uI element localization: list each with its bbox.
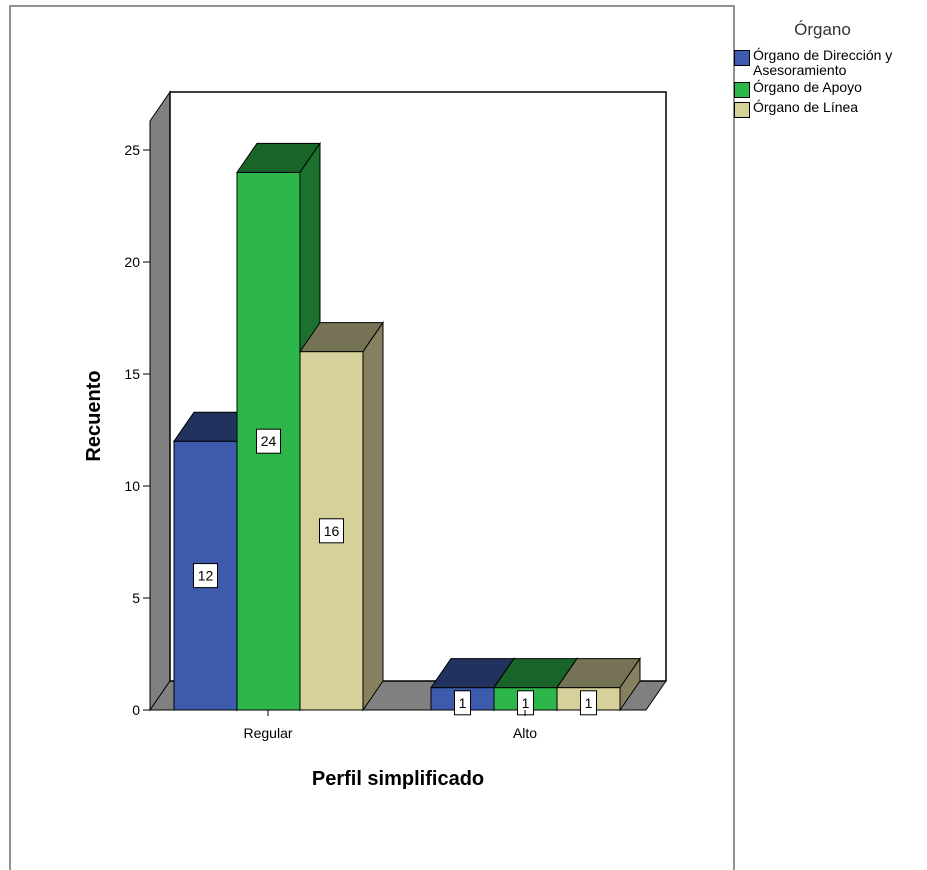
legend-item: Órgano de Apoyo — [734, 80, 927, 98]
x-axis-title: Perfil simplificado — [312, 768, 484, 790]
bar — [556, 656, 641, 712]
data-label-text: 1 — [522, 695, 530, 711]
y-tick-label: 0 — [132, 702, 140, 718]
legend-label: Órgano de Línea — [753, 99, 859, 115]
bar — [299, 320, 384, 712]
legend-label: Órgano de Apoyo — [753, 79, 862, 95]
data-label-box — [319, 518, 344, 544]
y-axis-title: Recuento — [83, 370, 105, 461]
y-tick-label: 10 — [124, 478, 140, 494]
legend: Órgano Órgano de Dirección y Asesoramien… — [734, 20, 927, 120]
data-label: 12 — [193, 563, 218, 589]
legend-swatch-direccion — [734, 50, 750, 66]
data-label-box — [454, 690, 471, 716]
y-tick-label: 20 — [124, 254, 140, 270]
legend-item: Órgano de Línea — [734, 100, 927, 118]
y-tick-label: 15 — [124, 366, 140, 382]
legend-title: Órgano — [794, 20, 851, 39]
data-label: 24 — [256, 428, 281, 454]
data-label-box — [256, 428, 281, 454]
x-tick-label: Alto — [513, 725, 537, 741]
data-label-text: 16 — [324, 523, 340, 539]
side-wall — [149, 90, 171, 712]
x-tick-label: Regular — [243, 725, 292, 741]
legend-item: Órgano de Dirección y Asesoramiento — [734, 48, 927, 78]
data-label-text: 12 — [198, 568, 214, 584]
data-label: 1 — [454, 690, 471, 716]
bar-side — [619, 656, 641, 712]
legend-swatch-apoyo — [734, 82, 750, 98]
data-label-text: 24 — [261, 433, 277, 449]
data-label: 1 — [580, 690, 597, 716]
bar-side — [362, 320, 384, 712]
data-label-text: 1 — [459, 695, 467, 711]
y-tick-label: 25 — [124, 142, 140, 158]
legend-label: Órgano de Dirección y Asesoramiento — [753, 47, 893, 78]
data-label-box — [580, 690, 597, 716]
chart-panel-border — [9, 5, 735, 870]
y-tick-label: 5 — [132, 590, 140, 606]
data-label-box — [193, 563, 218, 589]
data-label: 16 — [319, 518, 344, 544]
legend-swatch-linea — [734, 102, 750, 118]
data-label-text: 1 — [585, 695, 593, 711]
